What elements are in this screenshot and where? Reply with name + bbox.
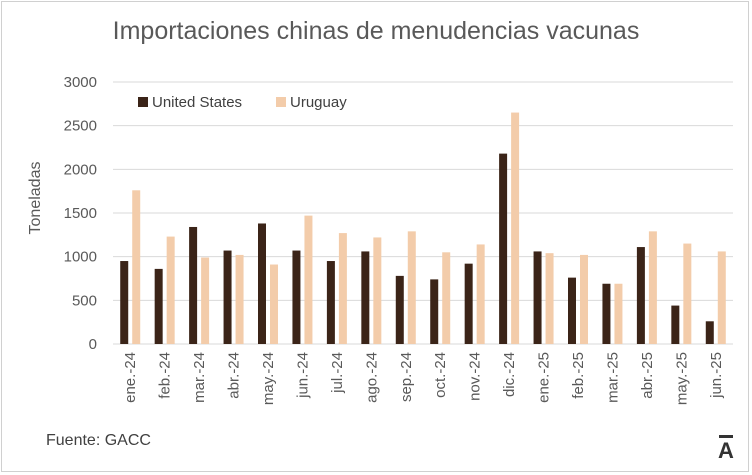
bar-uruguay — [201, 257, 210, 344]
logo-letter: A — [718, 438, 734, 463]
bar-united-states — [395, 275, 404, 344]
x-tick-label: jul.-24 — [329, 352, 346, 394]
x-tick-label: dic.-24 — [501, 352, 518, 397]
bar-uruguay — [270, 264, 278, 344]
bar-united-states — [568, 277, 576, 344]
logo-macron — [719, 435, 733, 438]
x-tick-label: sep.-24 — [398, 352, 415, 402]
bar-united-states — [326, 261, 335, 344]
legend-swatch-united-states — [138, 97, 148, 107]
x-tick-label: abr.-25 — [639, 352, 656, 399]
y-tick-label: 2500 — [64, 118, 97, 135]
x-tick-label: oct.-24 — [432, 352, 449, 398]
legend-swatch-uruguay — [276, 97, 286, 107]
bar-uruguay — [373, 237, 382, 344]
bar-uruguay — [407, 231, 416, 344]
x-tick-label: ago.-24 — [363, 352, 380, 403]
x-tick-label: jun.-25 — [708, 352, 725, 399]
bar-uruguay — [476, 244, 485, 344]
x-tick-label: jun.-24 — [294, 352, 311, 399]
x-tick-labels: ene.-24 feb.-24 mar.-24 abr.-24 may.-24 jun.-… — [122, 352, 725, 405]
bar-united-states — [636, 247, 645, 344]
y-tick-label: 3000 — [64, 74, 97, 91]
bar-united-states — [361, 251, 370, 344]
bar-united-states — [671, 305, 680, 344]
bar-united-states — [120, 261, 129, 344]
bar-united-states — [499, 153, 508, 344]
x-tick-label: nov.-24 — [467, 352, 484, 401]
bar-united-states — [464, 263, 473, 344]
bar-uruguay — [166, 236, 175, 344]
bar-united-states — [258, 223, 266, 344]
x-tick-label: mar.-25 — [604, 352, 621, 403]
legend-label-united-states: United States — [152, 94, 242, 111]
bar-united-states — [705, 321, 714, 344]
bar-uruguay — [648, 231, 657, 344]
bar-united-states — [533, 251, 542, 344]
bar-uruguay — [683, 243, 692, 344]
bar-uruguay — [338, 233, 347, 344]
legend-label-uruguay: Uruguay — [290, 94, 347, 111]
x-tick-label: abr.-24 — [226, 352, 243, 399]
x-tick-label: feb.-25 — [570, 352, 587, 399]
bar-uruguay — [717, 251, 726, 344]
bar-uruguay — [511, 112, 520, 344]
x-tick-label: feb.-24 — [157, 352, 174, 399]
brand-logo: A — [716, 435, 736, 463]
y-axis-label: Toneladas — [27, 162, 44, 235]
chart-title: Importaciones chinas de menudencias vacu… — [112, 17, 640, 45]
x-tick-label: may.-24 — [260, 352, 277, 405]
bar-uruguay — [132, 190, 141, 344]
y-tick-label: 2000 — [64, 161, 97, 178]
x-tick-label: mar.-24 — [191, 352, 208, 403]
y-tick-label: 1500 — [64, 205, 97, 222]
bar-united-states — [430, 279, 439, 344]
bar-united-states — [189, 226, 198, 344]
bar-united-states — [154, 268, 163, 344]
bar-united-states — [223, 250, 232, 344]
bar-united-states — [292, 250, 301, 344]
gridlines — [113, 81, 733, 345]
source-note: Fuente: GACC — [46, 432, 151, 449]
bar-uruguay — [545, 253, 554, 344]
y-tick-label: 500 — [72, 292, 97, 309]
y-tick-labels: 0 500 1000 1500 2000 2500 3000 — [64, 74, 97, 353]
bar-uruguay — [580, 254, 588, 344]
x-tick-label: ene.-25 — [536, 352, 553, 403]
x-tick-label: may.-25 — [673, 352, 690, 405]
legend: United States Uruguay — [138, 94, 347, 111]
x-tick-label: ene.-24 — [122, 352, 139, 403]
y-tick-label: 1000 — [64, 249, 97, 266]
bar-uruguay — [304, 215, 313, 344]
bar-united-states — [602, 283, 611, 344]
bar-uruguay — [442, 252, 451, 344]
bar-uruguay — [614, 283, 623, 344]
y-tick-label: 0 — [89, 336, 97, 353]
bar-uruguay — [235, 254, 244, 344]
bars — [120, 112, 726, 344]
